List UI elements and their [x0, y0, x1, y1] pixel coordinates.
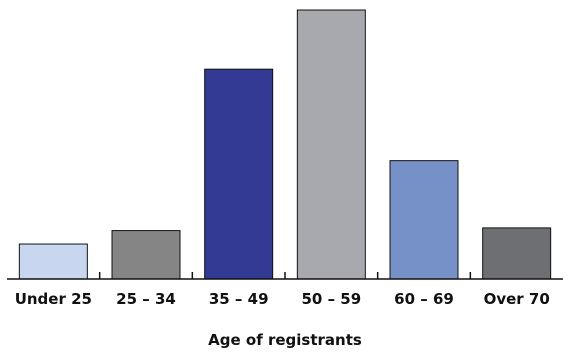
bar-1	[111, 230, 181, 280]
x-tick-label-3: 50 – 59	[301, 290, 361, 308]
x-tick-labels: Under 25 25 – 34 35 – 49 50 – 59 60 – 69 Over…	[15, 290, 550, 308]
bar-4	[389, 160, 459, 280]
x-tick-label-0: Under 25	[15, 290, 92, 308]
x-tick-label-1: 25 – 34	[116, 290, 176, 308]
bar-5	[482, 227, 552, 280]
x-tick-label-5: Over 70	[484, 290, 550, 308]
bar-2	[204, 68, 274, 280]
x-axis-title: Age of registrants	[208, 331, 362, 349]
x-ticks	[98, 272, 472, 279]
bars-layer	[18, 9, 552, 280]
bar-3	[296, 9, 366, 280]
x-tick-label-2: 35 – 49	[209, 290, 269, 308]
bar-0	[18, 243, 88, 280]
x-tick-label-4: 60 – 69	[394, 290, 454, 308]
